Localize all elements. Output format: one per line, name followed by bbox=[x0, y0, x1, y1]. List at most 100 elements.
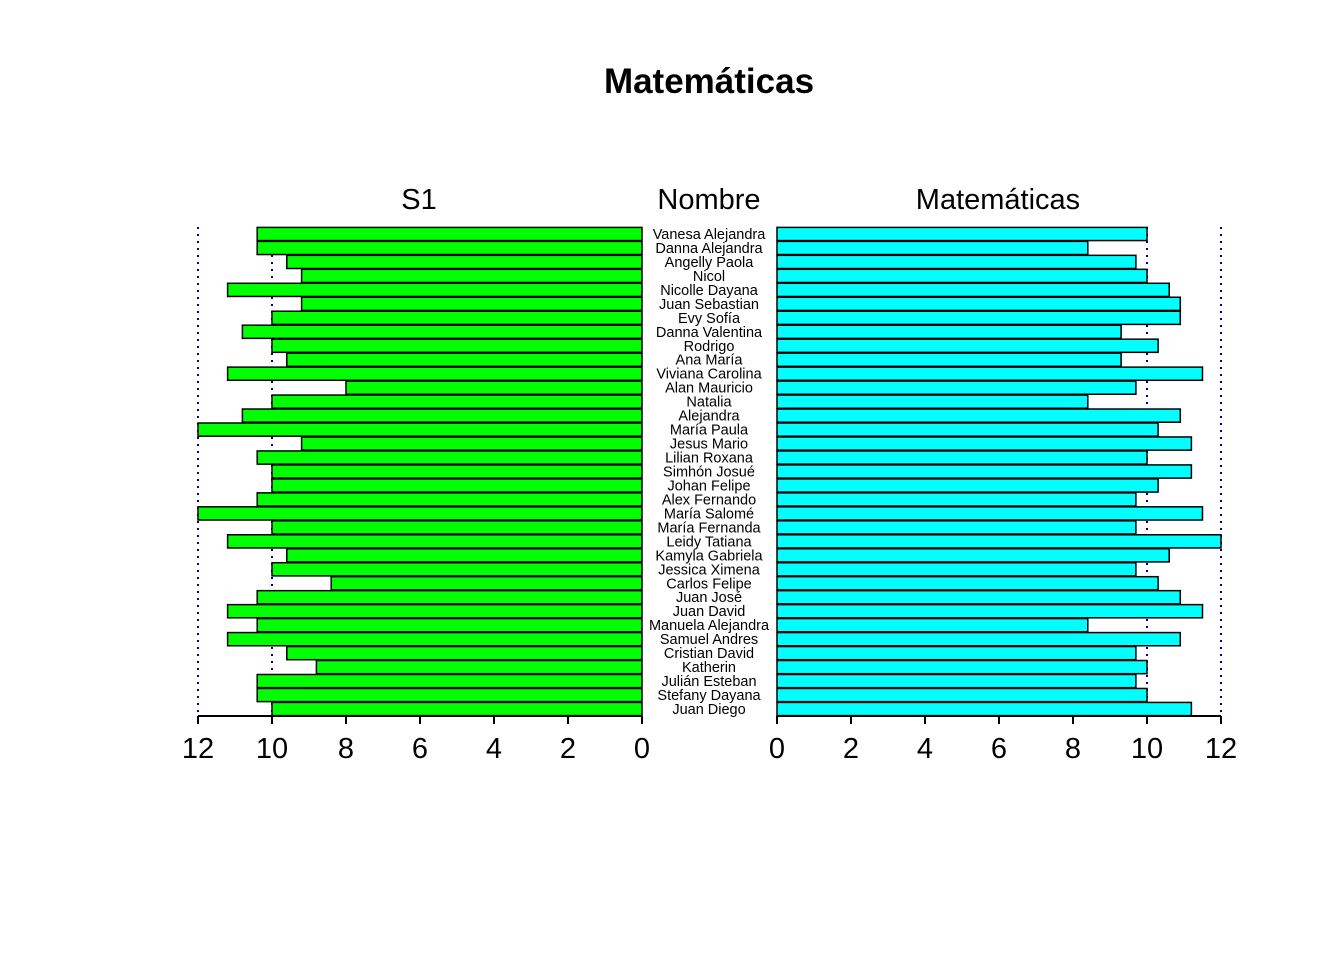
right-bar bbox=[776, 701, 1193, 717]
left-bar bbox=[226, 603, 643, 619]
left-bar bbox=[256, 450, 643, 465]
right-bar bbox=[776, 534, 1222, 549]
right-tick-label: 6 bbox=[991, 733, 1007, 765]
left-bar bbox=[226, 631, 643, 647]
category-label: Angelly Paola bbox=[665, 255, 755, 271]
category-label: Stefany Dayana bbox=[657, 688, 761, 704]
category-label: Juan Diego bbox=[672, 702, 745, 718]
right-bar bbox=[776, 464, 1193, 479]
left-bar bbox=[197, 506, 643, 521]
category-label: Jessica Ximena bbox=[658, 562, 760, 578]
right-panel-title: Matemáticas bbox=[916, 184, 1080, 216]
category-label: Alex Fernando bbox=[662, 492, 756, 508]
left-bar bbox=[256, 226, 643, 242]
right-bar bbox=[776, 254, 1137, 270]
left-bar bbox=[286, 645, 643, 661]
left-bar bbox=[345, 380, 643, 396]
right-bar bbox=[776, 631, 1182, 647]
category-column-title: Nombre bbox=[657, 184, 760, 216]
left-bar bbox=[256, 617, 643, 633]
right-bar bbox=[776, 352, 1122, 368]
right-bar bbox=[776, 603, 1204, 619]
right-tick-label: 0 bbox=[769, 733, 785, 765]
right-bar bbox=[776, 338, 1159, 354]
right-bar bbox=[776, 478, 1159, 493]
category-label: Juan David bbox=[673, 604, 746, 620]
left-bar bbox=[330, 575, 643, 591]
right-bar bbox=[776, 268, 1148, 284]
right-bar bbox=[776, 520, 1137, 535]
left-tick-label: 8 bbox=[338, 733, 354, 765]
right-bar bbox=[776, 310, 1182, 326]
left-bar bbox=[315, 659, 643, 675]
left-tick-label: 4 bbox=[486, 733, 502, 765]
chart-title: Matemáticas bbox=[604, 62, 814, 101]
category-label: Nicol bbox=[693, 269, 725, 285]
right-tick-label: 12 bbox=[1205, 733, 1237, 765]
right-tick-label: 2 bbox=[843, 733, 859, 765]
left-bar bbox=[286, 547, 643, 563]
right-bar bbox=[776, 226, 1148, 242]
right-bar bbox=[776, 589, 1182, 605]
category-label: Jesus Mario bbox=[670, 437, 748, 453]
left-bar bbox=[286, 254, 643, 270]
category-label: Natalia bbox=[686, 395, 732, 411]
category-label: María Salomé bbox=[664, 506, 754, 522]
right-bar bbox=[776, 450, 1148, 465]
left-bar bbox=[271, 338, 643, 354]
category-label: Rodrigo bbox=[684, 339, 735, 355]
left-bar bbox=[256, 687, 643, 703]
left-bar bbox=[271, 561, 643, 577]
right-bar bbox=[776, 492, 1137, 507]
category-label: Juan José bbox=[676, 590, 742, 606]
right-tick-label: 8 bbox=[1065, 733, 1081, 765]
left-tick-label: 2 bbox=[560, 733, 576, 765]
category-label: Katherin bbox=[682, 660, 736, 676]
left-tick-label: 0 bbox=[634, 733, 650, 765]
left-bar bbox=[271, 701, 643, 717]
left-bar bbox=[241, 324, 643, 340]
right-bars bbox=[776, 226, 1222, 717]
right-bar bbox=[776, 282, 1170, 298]
left-bar bbox=[300, 296, 643, 312]
left-bar bbox=[226, 282, 643, 298]
left-x-axis: 0 2 4 6 8 10 12 bbox=[182, 715, 650, 765]
right-bar bbox=[776, 673, 1137, 689]
right-bar bbox=[776, 366, 1204, 382]
right-bar bbox=[776, 296, 1182, 312]
category-label: Danna Valentina bbox=[656, 325, 763, 341]
category-label: Lilian Roxana bbox=[665, 451, 754, 467]
right-bar bbox=[776, 506, 1204, 521]
left-bar bbox=[256, 589, 643, 605]
right-bar bbox=[776, 617, 1089, 633]
right-bar bbox=[776, 561, 1137, 577]
category-label: Manuela Alejandra bbox=[649, 618, 770, 634]
left-bar bbox=[271, 394, 643, 409]
category-label: Samuel Andres bbox=[660, 632, 758, 648]
right-bar bbox=[776, 422, 1159, 437]
category-label: María Fernanda bbox=[657, 520, 761, 536]
left-bar bbox=[271, 464, 643, 479]
category-label: María Paula bbox=[670, 423, 749, 439]
right-bar bbox=[776, 394, 1089, 409]
left-bar bbox=[226, 366, 643, 382]
right-bar bbox=[776, 659, 1148, 675]
category-label: Danna Alejandra bbox=[655, 241, 763, 257]
category-label: Kamyla Gabriela bbox=[655, 548, 763, 564]
category-label: Nicolle Dayana bbox=[660, 283, 758, 299]
left-tick-label: 10 bbox=[256, 733, 288, 765]
left-bars bbox=[197, 226, 643, 717]
right-bar bbox=[776, 380, 1137, 396]
left-bar bbox=[256, 240, 643, 256]
category-label: Johan Felipe bbox=[667, 478, 750, 494]
left-tick-label: 6 bbox=[412, 733, 428, 765]
right-bar bbox=[776, 324, 1122, 340]
right-tick-label: 10 bbox=[1131, 733, 1163, 765]
left-panel-title: S1 bbox=[401, 184, 436, 216]
category-label: Simhón Josué bbox=[663, 465, 755, 481]
category-label: Viviana Carolina bbox=[656, 367, 762, 383]
right-bar bbox=[776, 436, 1193, 451]
category-label: Cristian David bbox=[664, 646, 754, 662]
right-tick-label: 4 bbox=[917, 733, 933, 765]
